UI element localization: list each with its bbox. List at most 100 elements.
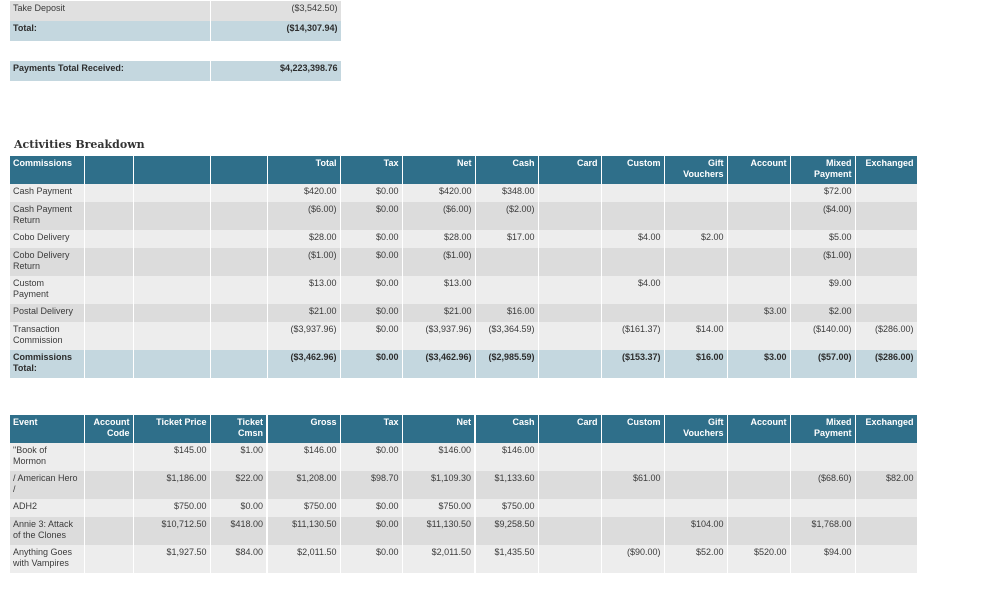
commissions-value-cell: ($3,364.59) — [475, 322, 539, 350]
commissions-header-cell — [133, 156, 211, 184]
events-header-cell: Cash — [475, 415, 539, 443]
commissions-header-cell: Commissions — [10, 156, 85, 184]
commissions-header-cell: Net — [402, 156, 476, 184]
commissions-header-cell: Gift Vouchers — [664, 156, 728, 184]
events-value-cell: $9,258.50 — [475, 517, 539, 545]
events-header-cell: Custom — [601, 415, 665, 443]
events-header-cell: Account — [727, 415, 791, 443]
commissions-header-cell: Account — [727, 156, 791, 184]
events-name-cell: / American Hero / — [10, 471, 85, 499]
deposit-value: ($3,542.50) — [210, 1, 342, 21]
events-value-cell: $750.00 — [475, 499, 539, 517]
events-value-cell: $418.00 — [210, 517, 268, 545]
commissions-value-cell — [664, 202, 728, 230]
commissions-total-value: ($57.00) — [790, 350, 856, 378]
deposit-total-label: Total: — [10, 21, 211, 41]
commissions-value-cell — [84, 202, 134, 230]
commissions-value-cell — [538, 248, 602, 276]
events-header-cell: Tax — [340, 415, 403, 443]
commissions-value-cell — [538, 202, 602, 230]
commissions-value-cell: ($4.00) — [790, 202, 856, 230]
commissions-value-cell — [727, 230, 791, 248]
events-value-cell: $750.00 — [267, 499, 341, 517]
commissions-name-cell: Postal Delivery — [10, 304, 85, 322]
commissions-name-cell: Cobo Delivery — [10, 230, 85, 248]
commissions-row: Cash Payment Return ($6.00) $0.00 ($6.00) ($… — [10, 202, 918, 230]
events-value-cell — [664, 443, 728, 471]
events-value-cell — [84, 499, 134, 517]
commissions-value-cell: $420.00 — [267, 184, 341, 202]
commissions-value-cell — [538, 322, 602, 350]
events-row: / American Hero / $1,186.00 $22.00 $1,208.0… — [10, 471, 918, 499]
events-value-cell: $2,011.50 — [402, 545, 476, 573]
events-value-cell: $84.00 — [210, 545, 268, 573]
events-name-cell: "Book of Mormon — [10, 443, 85, 471]
commissions-header-cell: Cash — [475, 156, 539, 184]
commissions-total-value: ($3,462.96) — [402, 350, 476, 378]
commissions-name-cell: Custom Payment — [10, 276, 85, 304]
events-value-cell: $94.00 — [790, 545, 856, 573]
commissions-value-cell: $0.00 — [340, 322, 403, 350]
events-value-cell: $104.00 — [664, 517, 728, 545]
commissions-value-cell: ($6.00) — [402, 202, 476, 230]
events-value-cell: $1,186.00 — [133, 471, 211, 499]
events-value-cell — [601, 443, 665, 471]
events-value-cell: $1,768.00 — [790, 517, 856, 545]
commissions-value-cell — [601, 304, 665, 322]
commissions-value-cell: $13.00 — [267, 276, 341, 304]
commissions-value-cell — [210, 184, 268, 202]
events-value-cell: $145.00 — [133, 443, 211, 471]
events-value-cell — [84, 517, 134, 545]
commissions-value-cell — [133, 322, 211, 350]
commissions-value-cell: $21.00 — [267, 304, 341, 322]
commissions-value-cell — [210, 202, 268, 230]
events-value-cell: $1,208.00 — [267, 471, 341, 499]
events-value-cell — [855, 443, 918, 471]
commissions-total-value: ($153.37) — [601, 350, 665, 378]
events-value-cell: $520.00 — [727, 545, 791, 573]
events-value-cell: $146.00 — [475, 443, 539, 471]
commissions-value-cell: $13.00 — [402, 276, 476, 304]
events-header-row: Event Account Code Ticket Price Ticket Cmsn… — [10, 415, 918, 443]
events-value-cell — [727, 517, 791, 545]
events-header-cell: Gift Vouchers — [664, 415, 728, 443]
commissions-total-value: ($2,985.59) — [475, 350, 539, 378]
commissions-value-cell — [664, 276, 728, 304]
commissions-total-value — [133, 350, 211, 378]
events-name-cell: Anything Goes with Vampires — [10, 545, 85, 573]
commissions-value-cell — [601, 202, 665, 230]
commissions-value-cell — [538, 184, 602, 202]
events-value-cell — [538, 443, 602, 471]
commissions-value-cell: $17.00 — [475, 230, 539, 248]
commissions-value-cell: ($286.00) — [855, 322, 918, 350]
commissions-value-cell: ($3,937.96) — [402, 322, 476, 350]
events-row: ADH2 $750.00 $0.00 $750.00 $0.00 $750.00 $750.… — [10, 499, 918, 517]
events-value-cell — [538, 471, 602, 499]
commissions-name-cell: Cash Payment — [10, 184, 85, 202]
events-value-cell: $1,109.30 — [402, 471, 476, 499]
commissions-value-cell: ($2.00) — [475, 202, 539, 230]
commissions-header-cell: Tax — [340, 156, 403, 184]
commissions-header-row: Commissions Total Tax Net Cash Card Custom Gift… — [10, 156, 918, 184]
commissions-value-cell — [133, 230, 211, 248]
commissions-value-cell — [538, 304, 602, 322]
commissions-value-cell: $4.00 — [601, 230, 665, 248]
commissions-value-cell: ($6.00) — [267, 202, 341, 230]
events-table: Event Account Code Ticket Price Ticket Cmsn… — [10, 415, 918, 573]
commissions-row: Cobo Delivery $28.00 $0.00 $28.00 $17.00 $4.0… — [10, 230, 918, 248]
commissions-value-cell — [855, 230, 918, 248]
commissions-value-cell: $21.00 — [402, 304, 476, 322]
commissions-value-cell: $0.00 — [340, 248, 403, 276]
commissions-value-cell: $0.00 — [340, 230, 403, 248]
commissions-value-cell — [855, 202, 918, 230]
commissions-row: Custom Payment $13.00 $0.00 $13.00 $4.00 $9.0… — [10, 276, 918, 304]
events-value-cell — [601, 499, 665, 517]
commissions-value-cell: $14.00 — [664, 322, 728, 350]
commissions-total-value: ($3,462.96) — [267, 350, 341, 378]
events-header-cell: Mixed Payment — [790, 415, 856, 443]
commissions-value-cell: $3.00 — [727, 304, 791, 322]
commissions-value-cell — [855, 248, 918, 276]
commissions-value-cell: $16.00 — [475, 304, 539, 322]
commissions-value-cell — [133, 184, 211, 202]
section-title: Activities Breakdown — [14, 138, 145, 151]
